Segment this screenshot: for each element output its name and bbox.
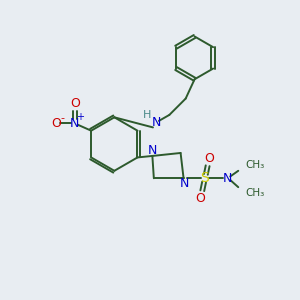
Text: N: N (70, 117, 80, 130)
Text: N: N (179, 177, 189, 190)
Text: H: H (143, 110, 151, 120)
Text: S: S (201, 171, 209, 185)
Text: O: O (52, 117, 61, 130)
Text: N: N (148, 144, 157, 157)
Text: O: O (196, 192, 206, 205)
Text: O: O (205, 152, 214, 164)
Text: -: - (61, 113, 65, 123)
Text: CH₃: CH₃ (245, 160, 264, 170)
Text: +: + (76, 112, 84, 122)
Text: O: O (70, 97, 80, 110)
Text: N: N (151, 116, 160, 129)
Text: N: N (223, 172, 232, 185)
Text: CH₃: CH₃ (245, 188, 264, 198)
